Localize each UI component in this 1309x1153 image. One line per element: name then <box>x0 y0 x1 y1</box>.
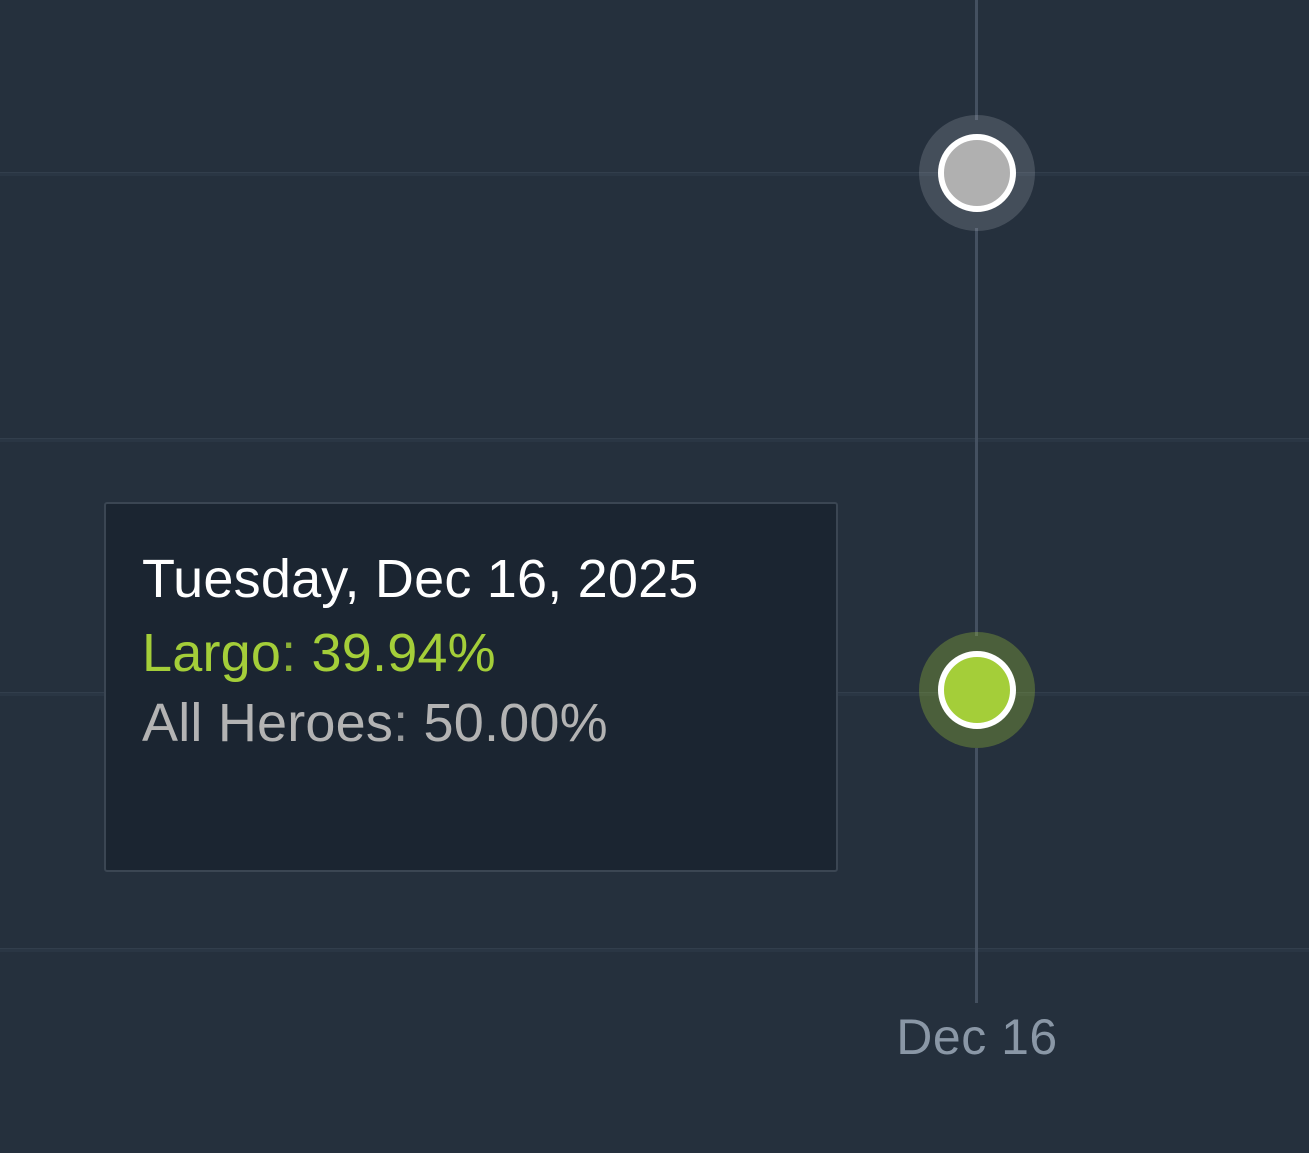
tooltip-row-all-heroes: All Heroes: 50.00% <box>142 688 802 758</box>
tooltip-series-name: Largo <box>142 623 282 684</box>
gridline-horizontal <box>0 172 1309 176</box>
tooltip-date: Tuesday, Dec 16, 2025 <box>142 549 699 609</box>
crosshair-vertical <box>975 0 978 120</box>
data-point-largo[interactable] <box>919 632 1035 748</box>
gridline-horizontal <box>0 438 1309 442</box>
crosshair-vertical <box>975 228 978 636</box>
x-axis-tick-label-dec-16: Dec 16 <box>896 1009 1058 1065</box>
tooltip-row-largo: Largo: 39.94% <box>142 618 802 688</box>
crosshair-vertical <box>975 748 978 1003</box>
data-point-core <box>938 134 1016 212</box>
tooltip-series-value: 50.00% <box>423 693 608 754</box>
gridline-horizontal <box>0 948 1309 952</box>
tooltip-series-value: 39.94% <box>311 623 496 684</box>
tooltip-series-separator: : <box>281 623 297 684</box>
data-point-all-heroes[interactable] <box>919 115 1035 231</box>
chart-tooltip: Tuesday, Dec 16, 2025 Largo: 39.94% All … <box>104 502 838 872</box>
tooltip-series-name: All Heroes <box>142 693 394 754</box>
data-point-core <box>938 651 1016 729</box>
tooltip-series-separator: : <box>393 693 409 754</box>
